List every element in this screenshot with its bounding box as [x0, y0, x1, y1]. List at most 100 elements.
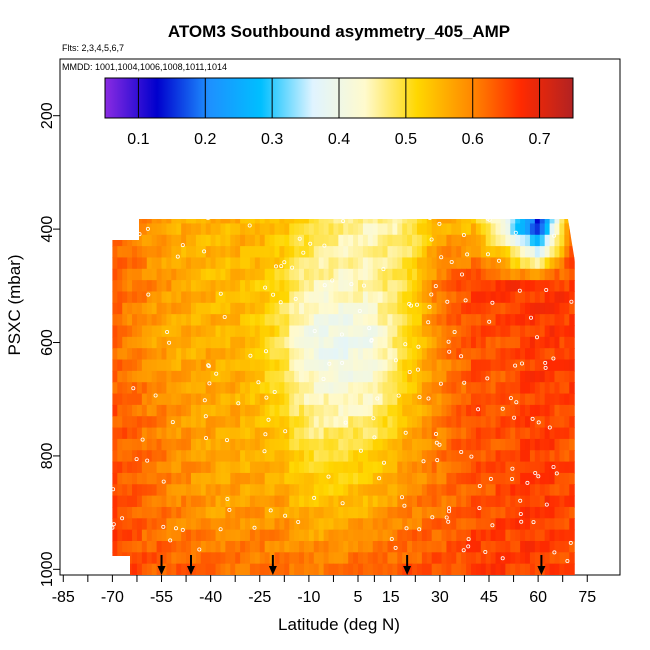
heatmap-cell	[480, 540, 487, 553]
heatmap-cell	[314, 201, 320, 213]
heatmap-cell	[230, 219, 236, 225]
sample-marker	[301, 250, 306, 255]
heatmap-cell	[555, 201, 561, 213]
heatmap-cell	[161, 540, 168, 553]
heatmap-cell	[171, 314, 177, 327]
heatmap-cell	[495, 382, 502, 395]
heatmap-cell	[235, 189, 241, 201]
heatmap-cell	[426, 223, 433, 236]
heatmap-cell	[318, 438, 325, 451]
heatmap-cell	[260, 155, 266, 167]
heatmap-cell	[358, 144, 364, 156]
heatmap-cell	[240, 178, 246, 190]
heatmap-cell	[146, 314, 153, 327]
heatmap-cell	[195, 280, 202, 293]
heatmap-cell	[308, 552, 315, 565]
sample-marker	[535, 199, 538, 202]
heatmap-cell	[441, 450, 448, 463]
heatmap-cell	[436, 393, 443, 406]
heatmap-cell	[323, 472, 330, 485]
heatmap-cell	[323, 438, 330, 451]
heatmap-cell	[176, 325, 182, 338]
heatmap-cell	[211, 189, 217, 201]
heatmap-cell	[308, 302, 315, 315]
heatmap-cell	[510, 438, 516, 451]
heatmap-cell	[284, 291, 290, 304]
heatmap-cell	[318, 234, 325, 247]
heatmap-cell	[318, 506, 325, 519]
heatmap-cell	[269, 472, 276, 485]
heatmap-cell	[186, 438, 192, 451]
heatmap-cell	[397, 234, 403, 247]
heatmap-cell	[451, 144, 457, 156]
heatmap-cell	[186, 234, 192, 247]
heatmap-cell	[210, 382, 217, 395]
heatmap-cell	[220, 155, 226, 167]
heatmap-cell	[299, 336, 305, 349]
heatmap-cell	[127, 393, 133, 406]
heatmap-cell	[426, 472, 433, 485]
heatmap-cell	[249, 257, 256, 270]
heatmap-cell	[117, 314, 123, 327]
heatmap-cell	[485, 302, 492, 315]
heatmap-cell	[235, 268, 241, 281]
sample-marker	[361, 283, 366, 288]
heatmap-cell	[417, 201, 423, 213]
heatmap-cell	[117, 552, 123, 565]
heatmap-cell	[122, 348, 128, 361]
heatmap-cell	[323, 540, 330, 553]
heatmap-cell	[279, 438, 285, 451]
heatmap-cell	[171, 268, 177, 281]
heatmap-cell	[176, 552, 182, 565]
heatmap-cell	[190, 370, 197, 383]
heatmap-cell	[461, 563, 467, 575]
heatmap-cell	[475, 393, 482, 406]
heatmap-cell	[303, 416, 310, 429]
heatmap-cell	[515, 155, 521, 167]
heatmap-cell	[456, 552, 462, 565]
heatmap-cell	[485, 450, 492, 463]
heatmap-cell	[190, 302, 197, 315]
heatmap-cell	[358, 540, 364, 553]
heatmap-cell	[333, 219, 339, 225]
heatmap-cell	[540, 178, 546, 190]
heatmap-cell	[436, 518, 443, 531]
heatmap-cell	[564, 189, 570, 201]
sample-marker	[293, 296, 298, 301]
heatmap-cell	[225, 563, 231, 575]
heatmap-cell	[294, 268, 300, 281]
heatmap-cell	[529, 461, 536, 474]
heatmap-cell	[397, 438, 403, 451]
heatmap-cell	[338, 427, 344, 440]
heatmap-cell	[569, 506, 575, 519]
heatmap-cell	[544, 416, 551, 429]
heatmap-cell	[190, 461, 197, 474]
heatmap-cell	[353, 178, 359, 190]
heatmap-cell	[289, 189, 295, 201]
heatmap-cell	[525, 529, 531, 542]
heatmap-cell	[475, 280, 482, 293]
heatmap-cell	[441, 427, 448, 440]
heatmap-cell	[510, 484, 516, 497]
heatmap-cell	[141, 404, 148, 417]
heatmap-cell	[195, 495, 202, 508]
heatmap-cell	[490, 348, 497, 361]
heatmap-cell	[378, 155, 384, 167]
heatmap-cell	[367, 563, 374, 575]
heatmap-cell	[412, 427, 418, 440]
heatmap-cell	[397, 359, 403, 372]
heatmap-cell	[416, 359, 423, 372]
heatmap-cell	[289, 484, 295, 497]
sample-marker	[266, 417, 271, 422]
heatmap-cell	[205, 404, 212, 417]
heatmap-cell	[255, 144, 261, 156]
heatmap-cell	[279, 495, 285, 508]
heatmap-cell	[416, 529, 423, 542]
heatmap-cell	[544, 268, 551, 281]
heatmap-cell	[225, 219, 231, 225]
heatmap-cell	[303, 314, 310, 327]
heatmap-cell	[421, 506, 428, 519]
heatmap-cell	[441, 484, 448, 497]
heatmap-cell	[264, 302, 271, 315]
heatmap-cell	[402, 268, 408, 281]
